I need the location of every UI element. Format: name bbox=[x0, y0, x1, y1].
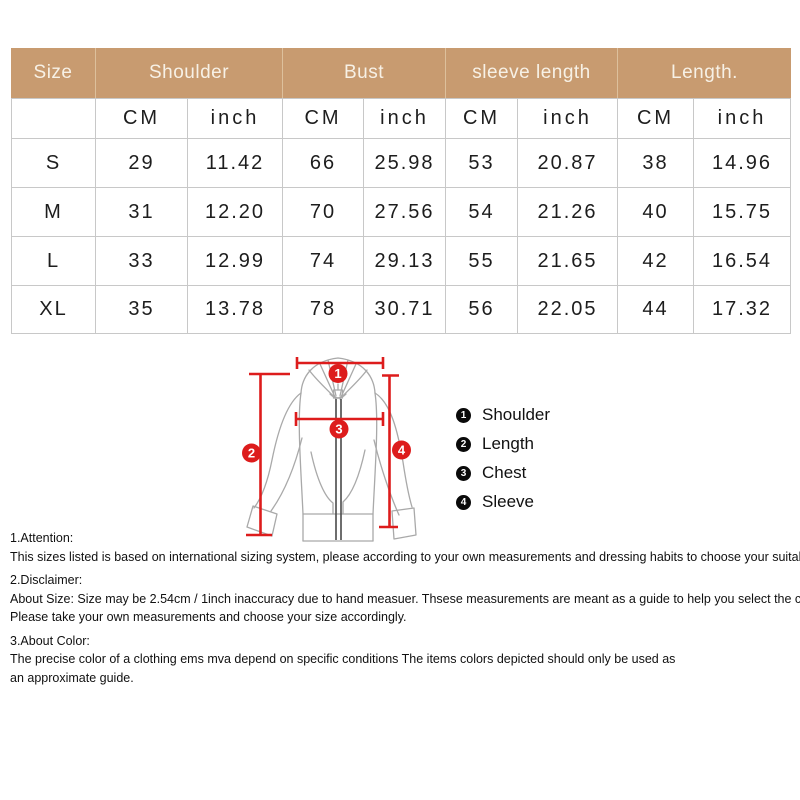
size-cell: XL bbox=[11, 285, 95, 334]
note-about-color: 3.About Color: The precise color of a cl… bbox=[10, 632, 800, 688]
note-title: 3.About Color: bbox=[10, 633, 90, 648]
notes-section: 1.Attention: This sizes listed is based … bbox=[10, 529, 800, 692]
size-cell: S bbox=[11, 138, 95, 187]
value-cell: 15.75 bbox=[693, 187, 791, 236]
value-cell: 12.20 bbox=[187, 187, 282, 236]
unit-cell: CM bbox=[445, 98, 517, 138]
unit-cell: CM bbox=[282, 98, 363, 138]
value-cell: 66 bbox=[282, 138, 363, 187]
value-cell: 78 bbox=[282, 285, 363, 334]
value-cell: 31 bbox=[95, 187, 187, 236]
value-cell: 42 bbox=[617, 236, 693, 285]
circled-number-1-icon: 1 bbox=[456, 407, 471, 423]
unit-cell: CM bbox=[95, 98, 187, 138]
svg-text:1: 1 bbox=[334, 366, 341, 381]
garment-diagram: 1 2 3 4 bbox=[242, 357, 417, 542]
note-text: About Size: Size may be 2.54cm / 1inch i… bbox=[10, 591, 800, 606]
table-row-s: S 29 11.42 66 25.98 53 20.87 38 14.96 bbox=[11, 138, 791, 187]
value-cell: 22.05 bbox=[517, 285, 617, 334]
note-title: 1.Attention: bbox=[10, 531, 74, 545]
measurement-lines bbox=[246, 357, 399, 537]
col-header-size: Size bbox=[11, 48, 95, 98]
unit-cell: inch bbox=[693, 98, 791, 138]
legend-label: Shoulder bbox=[482, 405, 551, 424]
unit-cell: CM bbox=[617, 98, 693, 138]
size-cell: M bbox=[11, 187, 95, 236]
value-cell: 74 bbox=[282, 236, 363, 285]
note-text: The precise color of a clothing ems mva … bbox=[10, 652, 676, 666]
table-row-l: L 33 12.99 74 29.13 55 21.65 42 16.54 bbox=[11, 236, 791, 285]
unit-cell: inch bbox=[363, 98, 445, 138]
value-cell: 29.13 bbox=[363, 236, 445, 285]
legend-label: Chest bbox=[482, 463, 527, 482]
legend-item-chest: 3 Chest bbox=[456, 463, 550, 483]
value-cell: 27.56 bbox=[363, 187, 445, 236]
value-cell: 12.99 bbox=[187, 236, 282, 285]
table-units-row: CM inch CM inch CM inch CM inch bbox=[11, 98, 791, 138]
table-header-row: Size Shoulder Bust sleeve length Length. bbox=[11, 48, 791, 98]
note-text: an approximate guide. bbox=[10, 670, 134, 685]
value-cell: 20.87 bbox=[517, 138, 617, 187]
value-cell: 55 bbox=[445, 236, 517, 285]
circled-number-2-icon: 2 bbox=[456, 436, 471, 452]
value-cell: 14.96 bbox=[693, 138, 791, 187]
value-cell: 11.42 bbox=[187, 138, 282, 187]
col-header-length: Length. bbox=[617, 48, 791, 98]
note-disclaimer: 2.Disclaimer: About Size: Size may be 2.… bbox=[10, 571, 800, 627]
col-header-shoulder: Shoulder bbox=[95, 48, 282, 98]
unit-cell: inch bbox=[517, 98, 617, 138]
value-cell: 30.71 bbox=[363, 285, 445, 334]
value-cell: 70 bbox=[282, 187, 363, 236]
svg-text:2: 2 bbox=[248, 446, 255, 461]
note-text: This sizes listed is based on internatio… bbox=[10, 549, 800, 564]
note-text: Please take your own measurements and ch… bbox=[10, 610, 407, 624]
value-cell: 13.78 bbox=[187, 285, 282, 334]
unit-cell bbox=[11, 98, 95, 138]
callout-2-badge: 2 bbox=[242, 443, 261, 463]
measurement-legend: 1 Shoulder 2 Length 3 Chest 4 Sleeve bbox=[456, 405, 550, 521]
value-cell: 53 bbox=[445, 138, 517, 187]
note-attention: 1.Attention: This sizes listed is based … bbox=[10, 529, 800, 566]
col-header-bust: Bust bbox=[282, 48, 445, 98]
value-cell: 44 bbox=[617, 285, 693, 334]
value-cell: 17.32 bbox=[693, 285, 791, 334]
value-cell: 54 bbox=[445, 187, 517, 236]
value-cell: 16.54 bbox=[693, 236, 791, 285]
circled-number-4-icon: 4 bbox=[456, 494, 471, 510]
legend-label: Length bbox=[482, 434, 534, 453]
size-table: Size Shoulder Bust sleeve length Length.… bbox=[11, 48, 791, 334]
svg-text:3: 3 bbox=[335, 422, 342, 437]
value-cell: 56 bbox=[445, 285, 517, 334]
value-cell: 40 bbox=[617, 187, 693, 236]
jacket-outline-drawing bbox=[246, 357, 417, 542]
value-cell: 25.98 bbox=[363, 138, 445, 187]
svg-text:4: 4 bbox=[398, 443, 406, 458]
legend-label: Sleeve bbox=[482, 492, 534, 511]
legend-item-length: 2 Length bbox=[456, 434, 550, 454]
value-cell: 38 bbox=[617, 138, 693, 187]
legend-item-shoulder: 1 Shoulder bbox=[456, 405, 550, 425]
circled-number-3-icon: 3 bbox=[456, 465, 471, 481]
value-cell: 21.65 bbox=[517, 236, 617, 285]
value-cell: 35 bbox=[95, 285, 187, 334]
value-cell: 21.26 bbox=[517, 187, 617, 236]
callout-1-badge: 1 bbox=[328, 364, 348, 383]
note-title: 2.Disclaimer: bbox=[10, 573, 83, 587]
callout-3-badge: 3 bbox=[329, 419, 349, 439]
size-cell: L bbox=[11, 236, 95, 285]
table-row-m: M 31 12.20 70 27.56 54 21.26 40 15.75 bbox=[11, 187, 791, 236]
col-header-sleeve-length: sleeve length bbox=[445, 48, 617, 98]
callout-4-badge: 4 bbox=[392, 440, 411, 460]
value-cell: 33 bbox=[95, 236, 187, 285]
table-row-xl: XL 35 13.78 78 30.71 56 22.05 44 17.32 bbox=[11, 285, 791, 334]
value-cell: 29 bbox=[95, 138, 187, 187]
unit-cell: inch bbox=[187, 98, 282, 138]
legend-item-sleeve: 4 Sleeve bbox=[456, 492, 550, 512]
